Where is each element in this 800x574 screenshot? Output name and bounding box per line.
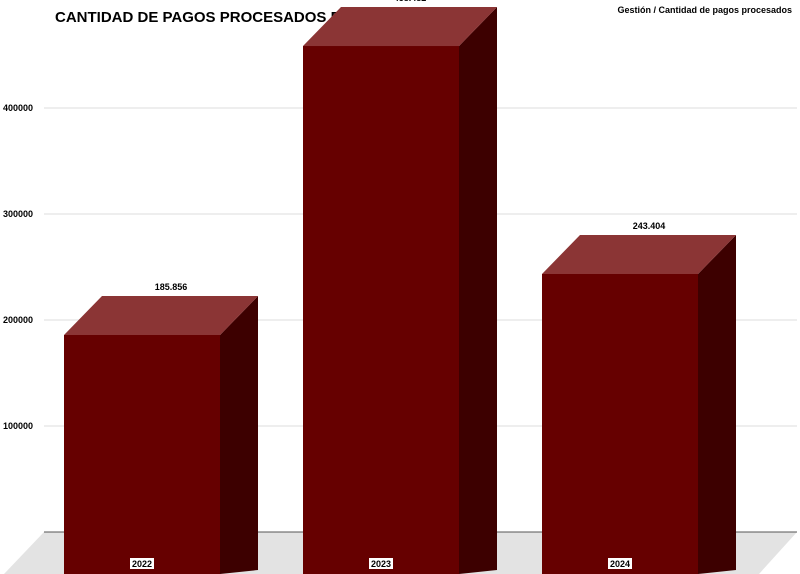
bar-top-face	[303, 7, 497, 47]
bar-2023	[303, 7, 497, 574]
bar-top-face	[542, 234, 736, 274]
category-label-box	[369, 558, 393, 569]
y-tick-label: 100000	[3, 421, 33, 431]
bar-front-face	[303, 46, 459, 574]
legend-label: Gestión / Cantidad de pagos procesados	[617, 5, 792, 15]
data-label: 185.856	[155, 282, 188, 292]
y-tick-label: 300000	[3, 209, 33, 219]
bar-front-face	[542, 273, 698, 574]
data-label: 243.404	[633, 221, 666, 231]
y-tick-label: 200000	[3, 315, 33, 325]
y-tick-label: 400000	[3, 103, 33, 113]
x-tick-label: 2022	[132, 559, 152, 569]
bar-top-face	[64, 295, 258, 335]
category-label-box	[130, 558, 154, 569]
bar-2024	[542, 234, 736, 574]
bar-side-face	[698, 234, 736, 574]
bar-front-face	[64, 334, 220, 574]
x-tick-label: 2024	[610, 559, 630, 569]
bar-2022	[64, 295, 258, 574]
bar-side-face	[220, 295, 258, 574]
data-label: 458.482	[394, 0, 427, 3]
x-tick-label: 2023	[371, 559, 391, 569]
category-label-box	[608, 558, 632, 569]
bar-side-face	[459, 7, 497, 574]
